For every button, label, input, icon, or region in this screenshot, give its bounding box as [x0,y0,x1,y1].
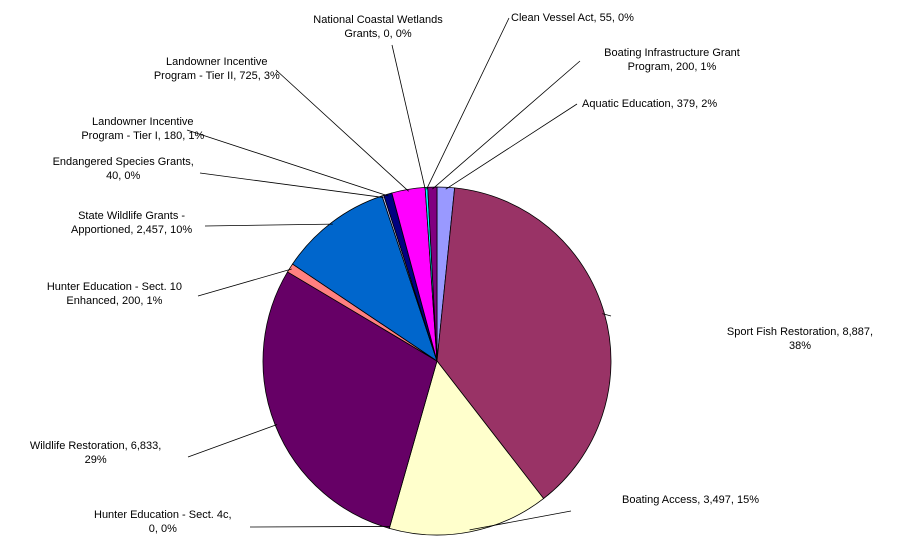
slice-label-line: 0, 0% [149,523,177,535]
leader-line [187,130,388,196]
slice-label-line: Clean Vessel Act, 55, 0% [511,12,634,24]
slice-label-line: Landowner Incentive [166,56,268,68]
slice-label-line: 38% [789,340,811,352]
slice-label: Landowner Incentive Program - Tier I, 180… [81,116,204,142]
slice-label-line: Endangered Species Grants, [53,156,194,168]
slice-label-line: Hunter Education - Sect. 4c, [94,509,232,521]
leader-line [276,70,409,191]
slice-label-line: Enhanced, 200, 1% [66,295,162,307]
slice-label: Boating Infrastructure Grant Program, 200… [604,47,740,73]
slice-label-line: Landowner Incentive [92,116,194,128]
slice-label: Boating Access, 3,497, 15% [622,494,759,506]
slice-label: Hunter Education - Sect. 10 Enhanced, 200… [47,281,182,307]
leader-line [205,224,333,226]
slice-label: Landowner Incentive Program - Tier II, 72… [154,56,280,82]
pie-slices [263,187,611,535]
slice-label-line: State Wildlife Grants - [78,210,185,222]
slice-label-line: Wildlife Restoration, 6,833, [30,440,161,452]
slice-label: Endangered Species Grants, 40, 0% [53,156,194,182]
leader-line [446,104,577,189]
slice-label-line: Grants, 0, 0% [344,28,411,40]
slice-label-line: Apportioned, 2,457, 10% [71,224,192,236]
slice-label: State Wildlife Grants - Apportioned, 2,45… [71,210,192,236]
leader-line [427,18,509,189]
slice-label-line: Hunter Education - Sect. 10 [47,281,182,293]
slice-label-line: Program, 200, 1% [628,61,717,73]
slice-label: Hunter Education - Sect. 4c, 0, 0% [94,509,232,535]
slice-label-line: 40, 0% [106,170,140,182]
slice-label: Wildlife Restoration, 6,833, 29% [30,440,161,466]
slice-label-line: 29% [85,454,107,466]
slice-label-line: Boating Infrastructure Grant [604,47,740,59]
slice-label-line: Aquatic Education, 379, 2% [582,98,717,110]
slice-label-line: Boating Access, 3,497, 15% [622,494,759,506]
slice-label-line: Sport Fish Restoration, 8,887, [727,326,873,338]
slice-label-line: Program - Tier II, 725, 3% [154,70,280,82]
slice-label: Sport Fish Restoration, 8,887, 38% [727,326,873,352]
slice-label-line: National Coastal Wetlands [313,14,443,26]
leader-line [392,45,425,189]
slice-label: Clean Vessel Act, 55, 0% [511,12,634,24]
slice-label-line: Program - Tier I, 180, 1% [81,130,204,142]
leader-line [188,424,277,457]
leader-line [250,526,390,527]
slice-label: National Coastal Wetlands Grants, 0, 0% [313,14,443,40]
slice-label: Aquatic Education, 379, 2% [582,98,717,110]
leader-line [432,61,580,189]
